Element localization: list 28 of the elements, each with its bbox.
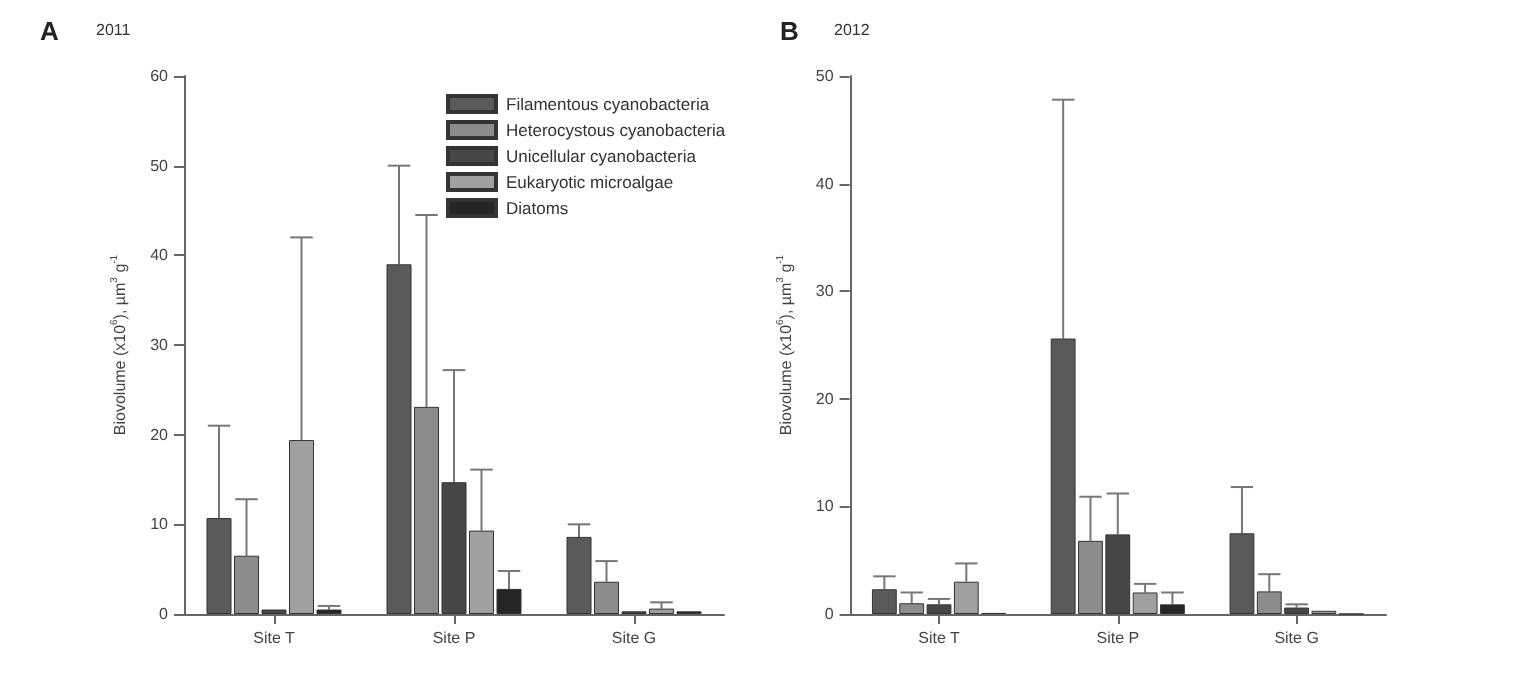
y-tick-label: 20 bbox=[150, 425, 170, 444]
y-tick-label: 50 bbox=[815, 67, 835, 85]
y-tick-label: 50 bbox=[150, 156, 170, 175]
x-tick-label: Site P bbox=[1096, 629, 1140, 647]
chart-title: B bbox=[780, 16, 799, 46]
legend-label: Unicellular cyanobacteria bbox=[506, 146, 697, 166]
legend-label: Heterocystous cyanobacteria bbox=[506, 120, 726, 140]
chart-title: A bbox=[40, 16, 60, 46]
y-tick-label: 30 bbox=[815, 282, 835, 301]
x-tick-label: Site T bbox=[918, 629, 960, 647]
x-tick-label: Site T bbox=[253, 629, 295, 647]
y-tick-label: 10 bbox=[150, 515, 170, 534]
legend-label: Diatoms bbox=[506, 198, 569, 218]
y-tick-label: 0 bbox=[824, 605, 835, 623]
y-tick-label: 60 bbox=[150, 67, 170, 85]
y-tick-label: 20 bbox=[815, 389, 835, 408]
legend-label: Eukaryotic microalgae bbox=[506, 172, 674, 192]
x-tick-label: Site G bbox=[1274, 629, 1319, 647]
chart-subtitle: 2012 bbox=[834, 21, 871, 39]
y-tick-label: 40 bbox=[150, 246, 170, 265]
x-tick-label: Site G bbox=[611, 629, 657, 647]
y-tick-label: 0 bbox=[159, 605, 170, 623]
y-tick-label: 30 bbox=[150, 336, 170, 354]
y-tick-label: 40 bbox=[815, 174, 835, 193]
y-tick-label: 10 bbox=[815, 497, 835, 516]
x-tick-label: Site P bbox=[432, 629, 476, 647]
legend-label: Filamentous cyanobacteria bbox=[506, 94, 710, 114]
chart-subtitle: 2011 bbox=[96, 21, 132, 39]
